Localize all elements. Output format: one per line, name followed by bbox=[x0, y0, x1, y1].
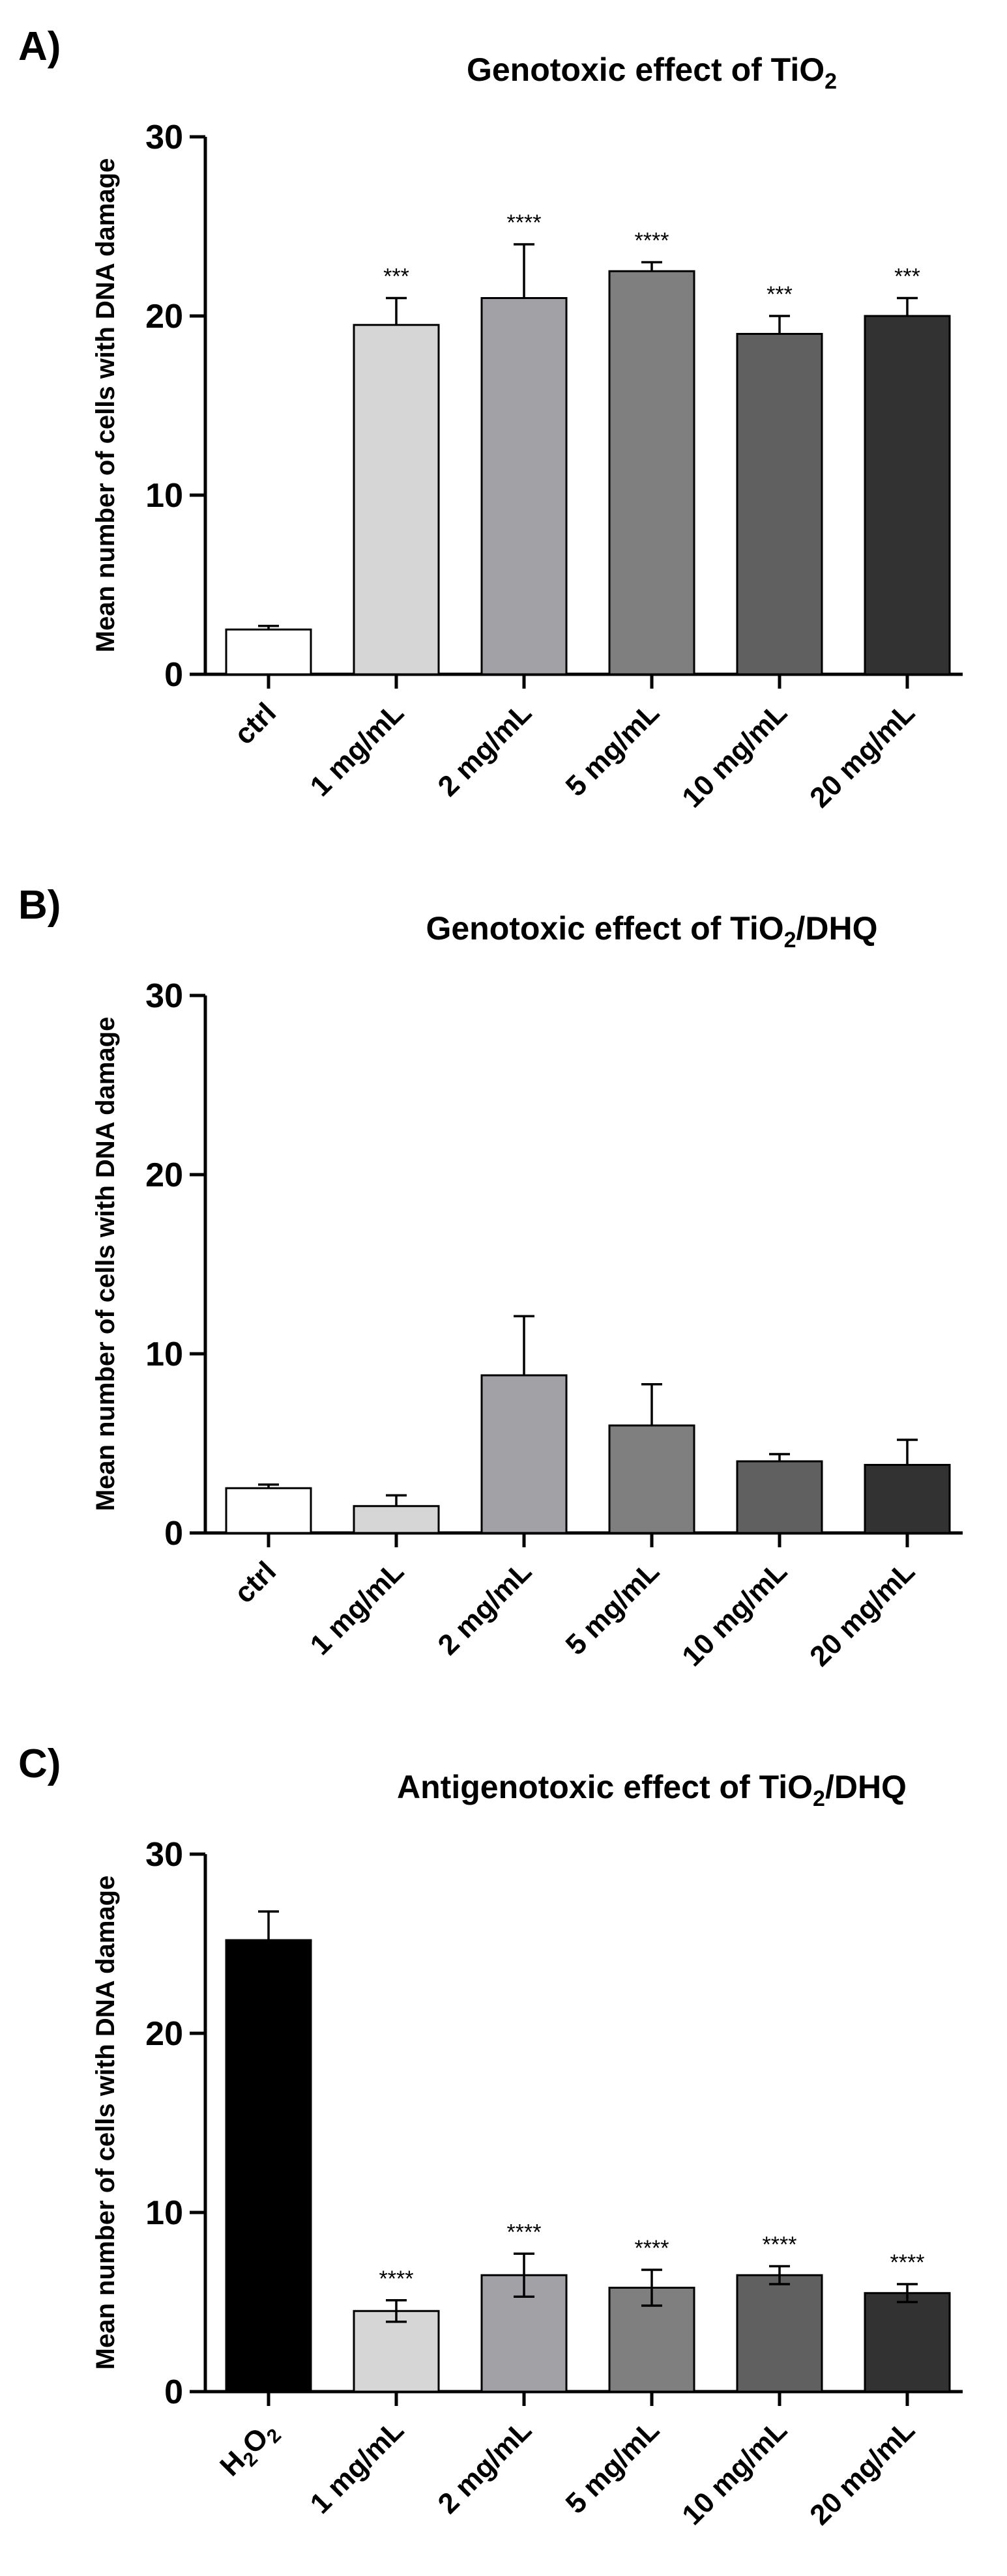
bar bbox=[225, 1939, 312, 2393]
y-tick-label: 30 bbox=[145, 977, 183, 1015]
significance-label: **** bbox=[507, 210, 542, 235]
panel-label: C) bbox=[18, 1741, 61, 1786]
bar bbox=[864, 1464, 951, 1534]
y-axis-label: Mean number of cells with DNA damage bbox=[91, 1876, 120, 2370]
significance-label: **** bbox=[763, 2233, 797, 2257]
x-tick-label: 5 mg/mL bbox=[559, 696, 665, 803]
y-tick-label: 30 bbox=[145, 1836, 183, 1874]
x-tick-label: ctrl bbox=[228, 1555, 282, 1609]
chart-title: Genotoxic effect of TiO2 bbox=[467, 51, 837, 94]
x-tick-label: 10 mg/mL bbox=[676, 696, 793, 814]
y-tick-label: 10 bbox=[145, 1336, 183, 1373]
significance-label: *** bbox=[766, 282, 793, 307]
x-tick-label: 20 mg/mL bbox=[804, 696, 921, 814]
bar bbox=[225, 1487, 312, 1534]
x-tick-label: 5 mg/mL bbox=[559, 2414, 665, 2520]
y-tick-label: 0 bbox=[164, 1515, 183, 1553]
panel-a: A) Genotoxic effect of TiO2 Mean number of… bbox=[0, 0, 1007, 859]
x-tick-label: 1 mg/mL bbox=[304, 1555, 410, 1661]
significance-label: *** bbox=[894, 265, 920, 289]
bar bbox=[736, 2274, 823, 2393]
x-tick-label: 1 mg/mL bbox=[304, 2414, 410, 2520]
x-tick-label: H2O2 bbox=[214, 2414, 285, 2485]
x-tick-label: 2 mg/mL bbox=[431, 1555, 538, 1661]
significance-label: **** bbox=[635, 229, 669, 253]
x-tick-label: 10 mg/mL bbox=[676, 2414, 793, 2531]
bar bbox=[225, 628, 312, 676]
x-tick-label: 1 mg/mL bbox=[304, 696, 410, 803]
chart-a: A) Genotoxic effect of TiO2 Mean number of… bbox=[18, 24, 963, 814]
significance-label: *** bbox=[383, 265, 409, 289]
chart-title: Antigenotoxic effect of TiO2/DHQ bbox=[397, 1769, 907, 1811]
x-tick-label: 2 mg/mL bbox=[431, 696, 538, 803]
y-axis-label: Mean number of cells with DNA damage bbox=[91, 1017, 120, 1511]
chart-c: C) Antigenotoxic effect of TiO2/DHQ Mean n… bbox=[18, 1741, 963, 2531]
significance-label: **** bbox=[890, 2250, 925, 2275]
y-axis-label: Mean number of cells with DNA damage bbox=[91, 158, 120, 653]
bar bbox=[353, 1505, 440, 1534]
significance-label: **** bbox=[507, 2220, 542, 2244]
bar bbox=[736, 333, 823, 676]
y-tick-label: 10 bbox=[145, 477, 183, 515]
bar bbox=[353, 324, 440, 676]
bar bbox=[480, 297, 568, 676]
bar bbox=[608, 1424, 695, 1534]
chart-title: Genotoxic effect of TiO2/DHQ bbox=[426, 910, 877, 952]
x-tick-label: ctrl bbox=[228, 696, 282, 751]
bar bbox=[353, 2310, 440, 2393]
significance-label: **** bbox=[635, 2236, 669, 2261]
panel-b: B) Genotoxic effect of TiO2/DHQ Mean numbe… bbox=[0, 859, 1007, 1717]
panel-c: C) Antigenotoxic effect of TiO2/DHQ Mean n… bbox=[0, 1717, 1007, 2576]
y-tick-label: 0 bbox=[164, 2373, 183, 2411]
bar bbox=[480, 1374, 568, 1534]
y-tick-label: 20 bbox=[145, 1156, 183, 1194]
bar bbox=[608, 270, 695, 676]
significance-label: **** bbox=[379, 2267, 414, 2291]
panel-label: A) bbox=[18, 24, 61, 69]
x-tick-label: 20 mg/mL bbox=[804, 1555, 921, 1672]
chart-b: B) Genotoxic effect of TiO2/DHQ Mean numbe… bbox=[18, 883, 963, 1672]
x-tick-label: 5 mg/mL bbox=[559, 1555, 665, 1661]
y-tick-label: 20 bbox=[145, 298, 183, 336]
bar bbox=[864, 2292, 951, 2393]
y-tick-label: 30 bbox=[145, 119, 183, 156]
x-tick-label: 10 mg/mL bbox=[676, 1555, 793, 1672]
x-tick-label: 20 mg/mL bbox=[804, 2414, 921, 2531]
panel-label: B) bbox=[18, 883, 61, 928]
y-tick-label: 20 bbox=[145, 2015, 183, 2053]
bar bbox=[864, 315, 951, 676]
y-tick-label: 10 bbox=[145, 2194, 183, 2232]
bar bbox=[736, 1460, 823, 1534]
x-tick-label: 2 mg/mL bbox=[431, 2414, 538, 2520]
y-tick-label: 0 bbox=[164, 656, 183, 694]
